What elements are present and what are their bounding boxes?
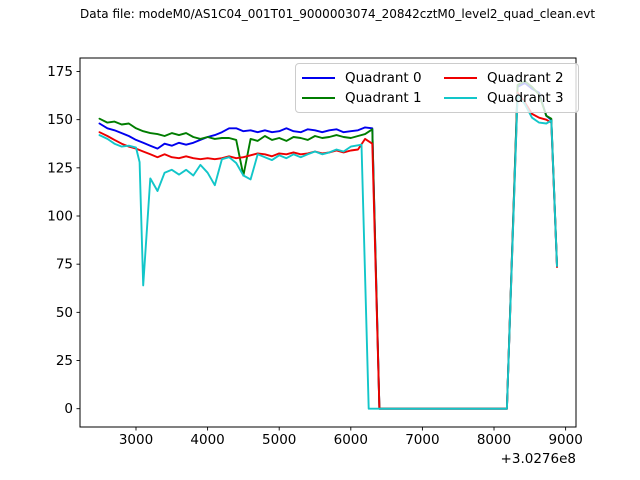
x-tick-label: 7000: [405, 432, 439, 448]
y-tick-label: 0: [64, 401, 73, 417]
x-tick-label: 9000: [548, 432, 582, 448]
legend-line-sample-quadrant-3: [444, 96, 477, 100]
legend-line-sample-quadrant-2: [444, 76, 477, 80]
y-tick-label: 75: [56, 257, 73, 273]
legend-label-quadrant-3: Quadrant 3: [487, 90, 564, 106]
y-tick-label: 150: [47, 112, 73, 128]
y-tick-label: 100: [47, 209, 73, 225]
axes-spines: [79, 57, 577, 428]
legend-label-quadrant-0: Quadrant 0: [345, 70, 422, 86]
legend-entry-quadrant-1: Quadrant 1: [302, 88, 430, 108]
legend-line-sample-quadrant-1: [302, 96, 335, 100]
legend: Quadrant 0 Quadrant 1 Quadrant 2 Quadrant 3: [295, 63, 579, 113]
chart-title: Data file: modeM0/AS1C04_001T01_90000030…: [80, 7, 596, 21]
y-tick-label: 50: [56, 305, 73, 321]
legend-entry-quadrant-0: Quadrant 0: [302, 68, 430, 88]
x-tick-label: 8000: [477, 432, 511, 448]
legend-label-quadrant-1: Quadrant 1: [345, 90, 422, 106]
legend-line-sample-quadrant-0: [302, 76, 335, 80]
x-axis-offset-label: +3.0276e8: [501, 451, 576, 467]
x-tick-label: 4000: [190, 432, 224, 448]
axes-background: [80, 58, 576, 427]
x-tick-label: 5000: [262, 432, 296, 448]
y-tick-label: 125: [47, 160, 73, 176]
legend-entry-quadrant-2: Quadrant 2: [444, 68, 572, 88]
legend-entry-quadrant-3: Quadrant 3: [444, 88, 572, 108]
y-tick-label: 25: [56, 353, 73, 369]
x-tick-label: 6000: [334, 432, 368, 448]
x-tick-label: 3000: [119, 432, 153, 448]
y-tick-label: 175: [47, 64, 73, 80]
series-line-quadrant-3: [98, 93, 558, 410]
legend-label-quadrant-2: Quadrant 2: [487, 70, 564, 86]
